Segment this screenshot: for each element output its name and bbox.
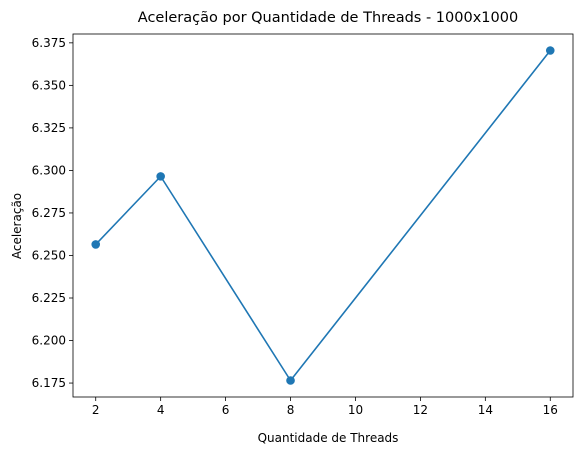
data-point bbox=[91, 240, 101, 249]
series-layer bbox=[91, 46, 555, 385]
data-point bbox=[286, 376, 295, 385]
x-tick-label: 16 bbox=[543, 403, 558, 417]
x-tick-label: 2 bbox=[92, 403, 100, 417]
x-tick-label: 12 bbox=[413, 403, 428, 417]
x-axis-ticks: 2 4 6 8 10 12 14 16 bbox=[92, 397, 558, 417]
y-axis-ticks: 6.175 6.200 6.225 6.250 6.275 6.300 6.325 6.350… bbox=[32, 36, 73, 390]
chart-title: Aceleração por Quantidade de Threads - 1… bbox=[138, 10, 518, 26]
y-tick-label: 6.225 bbox=[32, 291, 66, 305]
x-tick-label: 8 bbox=[287, 403, 295, 417]
data-point bbox=[545, 46, 555, 55]
series-line bbox=[95, 50, 551, 382]
x-tick-label: 6 bbox=[222, 403, 230, 417]
y-tick-label: 6.175 bbox=[32, 376, 66, 390]
y-tick-label: 6.300 bbox=[32, 163, 66, 177]
y-axis-label: Aceleração bbox=[10, 193, 24, 259]
x-tick-label: 14 bbox=[478, 403, 493, 417]
y-tick-label: 6.325 bbox=[32, 121, 66, 135]
y-tick-label: 6.350 bbox=[32, 78, 66, 92]
x-tick-label: 10 bbox=[348, 403, 363, 417]
y-tick-label: 6.250 bbox=[32, 248, 66, 262]
y-tick-label: 6.275 bbox=[32, 206, 66, 220]
y-tick-label: 6.200 bbox=[32, 334, 66, 348]
x-axis-label: Quantidade de Threads bbox=[258, 431, 399, 445]
data-point bbox=[156, 172, 165, 181]
plot-area-frame bbox=[72, 33, 574, 398]
y-tick-label: 6.375 bbox=[32, 36, 66, 50]
x-tick-label: 4 bbox=[157, 403, 165, 417]
